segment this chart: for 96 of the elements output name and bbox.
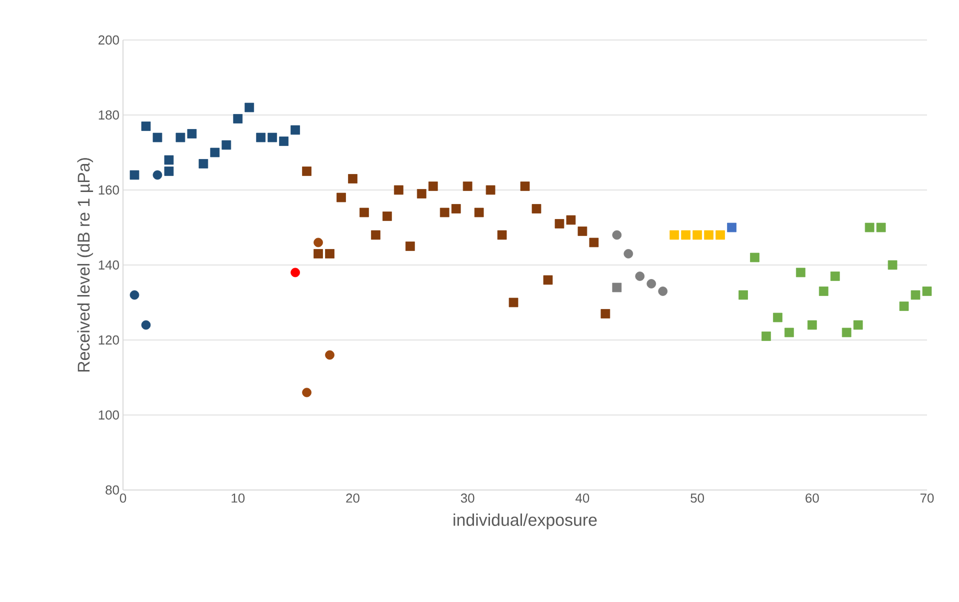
x-tick-label: 70 <box>920 494 934 503</box>
point <box>210 148 220 158</box>
point <box>314 238 323 248</box>
point <box>314 249 323 258</box>
point <box>635 272 645 281</box>
point <box>164 166 174 176</box>
point <box>750 252 760 262</box>
point <box>394 185 404 195</box>
point <box>348 174 358 184</box>
point <box>612 230 622 240</box>
point <box>233 114 243 124</box>
point <box>405 242 415 251</box>
point <box>244 102 254 112</box>
point <box>451 204 461 214</box>
point <box>290 125 300 135</box>
point <box>543 275 553 285</box>
point <box>853 320 863 330</box>
point <box>600 309 610 318</box>
point <box>187 129 197 138</box>
point <box>704 230 714 240</box>
x-tick-label: 0 <box>120 494 126 503</box>
point <box>508 298 518 308</box>
point <box>578 226 588 236</box>
point <box>176 132 186 142</box>
point <box>784 328 794 338</box>
point <box>589 238 599 248</box>
point <box>681 230 690 240</box>
x-tick-label: 20 <box>346 494 360 503</box>
point <box>830 272 840 281</box>
point <box>692 230 702 240</box>
point <box>336 192 346 202</box>
point <box>727 222 736 232</box>
point <box>716 230 725 240</box>
x-tick-label: 30 <box>460 494 474 503</box>
point <box>554 219 564 228</box>
point <box>899 302 909 311</box>
point <box>486 185 496 195</box>
point <box>141 320 151 330</box>
point <box>382 212 392 221</box>
x-tick-label: 50 <box>690 494 704 503</box>
y-axis-title: Received level (dB re 1 µPa) <box>77 158 94 372</box>
point <box>222 140 232 150</box>
point <box>302 388 312 398</box>
point <box>325 249 334 258</box>
point <box>152 132 162 142</box>
point <box>624 249 634 258</box>
point <box>658 286 668 296</box>
y-tick-label: 180 <box>98 110 119 120</box>
point <box>876 222 886 232</box>
point <box>130 290 140 300</box>
point <box>440 208 450 218</box>
point <box>302 166 312 176</box>
point <box>474 208 484 218</box>
point <box>888 260 898 270</box>
point <box>818 286 828 296</box>
point <box>141 122 151 131</box>
point <box>497 230 507 240</box>
point <box>864 222 874 232</box>
point <box>164 155 174 165</box>
y-tick-label: 160 <box>98 185 119 195</box>
point <box>520 182 530 191</box>
point <box>773 312 782 322</box>
point <box>371 230 380 240</box>
point <box>325 350 334 360</box>
point <box>842 328 852 338</box>
point <box>130 170 140 180</box>
point <box>416 189 426 198</box>
point <box>566 215 576 225</box>
y-tick-label: 100 <box>98 410 119 420</box>
point <box>910 290 920 300</box>
point <box>762 332 771 341</box>
point <box>268 132 278 142</box>
point <box>152 170 162 180</box>
y-tick-label: 140 <box>98 260 119 270</box>
y-tick-label: 80 <box>106 485 119 495</box>
point <box>612 282 622 292</box>
point <box>532 204 542 214</box>
point <box>428 182 438 191</box>
point <box>462 182 472 191</box>
point <box>360 208 369 218</box>
point <box>256 132 266 142</box>
point <box>279 136 288 146</box>
x-tick-label: 10 <box>232 494 245 503</box>
x-axis-title: individual/exposure <box>454 514 597 530</box>
point <box>646 279 656 288</box>
x-tick-label: 40 <box>576 494 590 503</box>
point <box>290 268 300 278</box>
point <box>670 230 680 240</box>
point <box>738 290 748 300</box>
point <box>922 286 932 296</box>
y-tick-label: 120 <box>98 335 119 345</box>
point <box>796 268 806 278</box>
point <box>807 320 817 330</box>
point <box>198 159 208 168</box>
x-tick-label: 60 <box>806 494 819 503</box>
y-tick-label: 200 <box>98 35 119 45</box>
